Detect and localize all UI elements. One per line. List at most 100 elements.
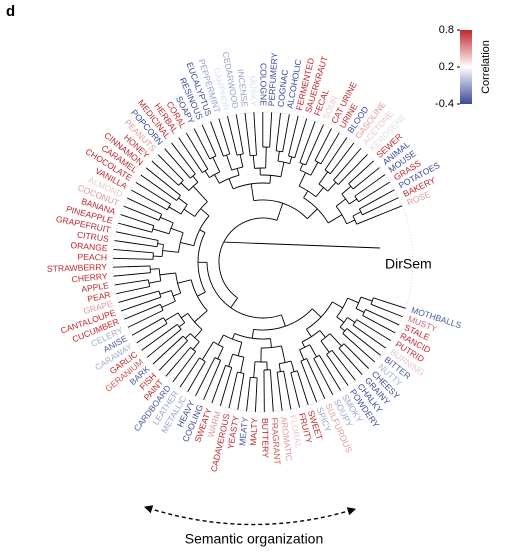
- branch: [279, 364, 280, 372]
- branch: [314, 358, 333, 394]
- branch: [185, 334, 190, 339]
- guide-circle: [113, 112, 413, 412]
- branch: [179, 323, 185, 327]
- branch: [245, 113, 250, 156]
- branch: [278, 151, 279, 161]
- branch: [300, 350, 304, 360]
- branch: [277, 372, 282, 411]
- branch: [353, 168, 379, 189]
- branch: [251, 184, 254, 201]
- branch: [340, 327, 345, 331]
- branch: [213, 157, 220, 171]
- colorbar-scale: [460, 30, 472, 104]
- branch: [307, 359, 325, 399]
- panel-label: d: [6, 3, 15, 20]
- branch: [165, 313, 178, 321]
- branch: [253, 155, 254, 168]
- branch: [330, 143, 354, 174]
- branch: [347, 220, 355, 224]
- branch: [136, 182, 171, 204]
- branch: [131, 190, 167, 210]
- branch: [359, 182, 390, 202]
- branch: [280, 203, 283, 212]
- branch: [212, 365, 226, 403]
- branch: [363, 315, 396, 332]
- branch-arc: [219, 218, 277, 298]
- branch: [178, 280, 192, 283]
- branch: [229, 372, 237, 408]
- branch: [238, 373, 244, 409]
- branch: [282, 346, 286, 363]
- branch: [299, 173, 305, 187]
- tree: [113, 112, 406, 412]
- branch: [214, 175, 219, 184]
- leaf-label: FRAGRANT: [269, 417, 282, 466]
- branch: [366, 309, 400, 325]
- branch: [310, 345, 317, 357]
- branch: [186, 133, 207, 169]
- leaf-label: MALTY: [248, 417, 259, 446]
- branch: [150, 269, 159, 270]
- branch-arc: [207, 262, 281, 318]
- branch: [137, 323, 167, 342]
- branch: [113, 258, 153, 259]
- branch: [153, 229, 169, 234]
- branch: [328, 215, 342, 223]
- branch: [127, 198, 161, 214]
- branch: [347, 317, 355, 322]
- branch: [227, 155, 232, 170]
- colorbar-tick-label: 0.8: [439, 24, 454, 36]
- branch: [327, 354, 349, 385]
- branch: [240, 154, 243, 167]
- branch: [193, 176, 198, 182]
- branch: [124, 304, 160, 319]
- branch: [195, 330, 202, 338]
- branch: [229, 179, 233, 189]
- branch: [196, 358, 215, 396]
- leaf-label: STRAWBERRY: [47, 262, 108, 274]
- branch: [158, 244, 164, 245]
- branch: [290, 157, 292, 164]
- branch: [180, 242, 194, 245]
- branch: [247, 377, 251, 411]
- branch: [315, 129, 331, 161]
- branch: [116, 287, 149, 294]
- branch: [307, 209, 317, 219]
- branch: [202, 342, 213, 360]
- branch: [188, 361, 206, 391]
- branch: [321, 341, 329, 352]
- branch: [241, 357, 244, 373]
- branch: [339, 348, 362, 374]
- branch: [116, 232, 158, 241]
- colorbar-tick-label: -0.4: [435, 98, 454, 110]
- branch: [201, 209, 209, 216]
- branch: [312, 309, 321, 317]
- branch: [357, 320, 391, 341]
- branch: [218, 347, 223, 359]
- branch: [353, 325, 386, 348]
- branch: [121, 297, 161, 311]
- branch: [306, 329, 311, 337]
- branch: [163, 251, 179, 253]
- branch: [357, 222, 363, 224]
- colorbar-title: Correlation: [480, 40, 492, 94]
- branch: [291, 361, 294, 372]
- branch: [316, 187, 324, 196]
- branch: [349, 161, 374, 184]
- branch: [162, 301, 176, 307]
- branch: [124, 206, 159, 220]
- branch: [277, 212, 280, 221]
- branch: [205, 171, 209, 178]
- branch: [171, 228, 183, 232]
- branch: [353, 212, 361, 216]
- branch: [283, 114, 290, 151]
- center-label: DirSem: [385, 256, 432, 272]
- branch: [300, 121, 315, 162]
- leaf-label: BUTTERY: [260, 418, 270, 458]
- branch: [160, 217, 173, 223]
- branch: [319, 355, 340, 390]
- branch: [227, 116, 236, 155]
- branch: [166, 347, 191, 376]
- branch: [349, 199, 356, 204]
